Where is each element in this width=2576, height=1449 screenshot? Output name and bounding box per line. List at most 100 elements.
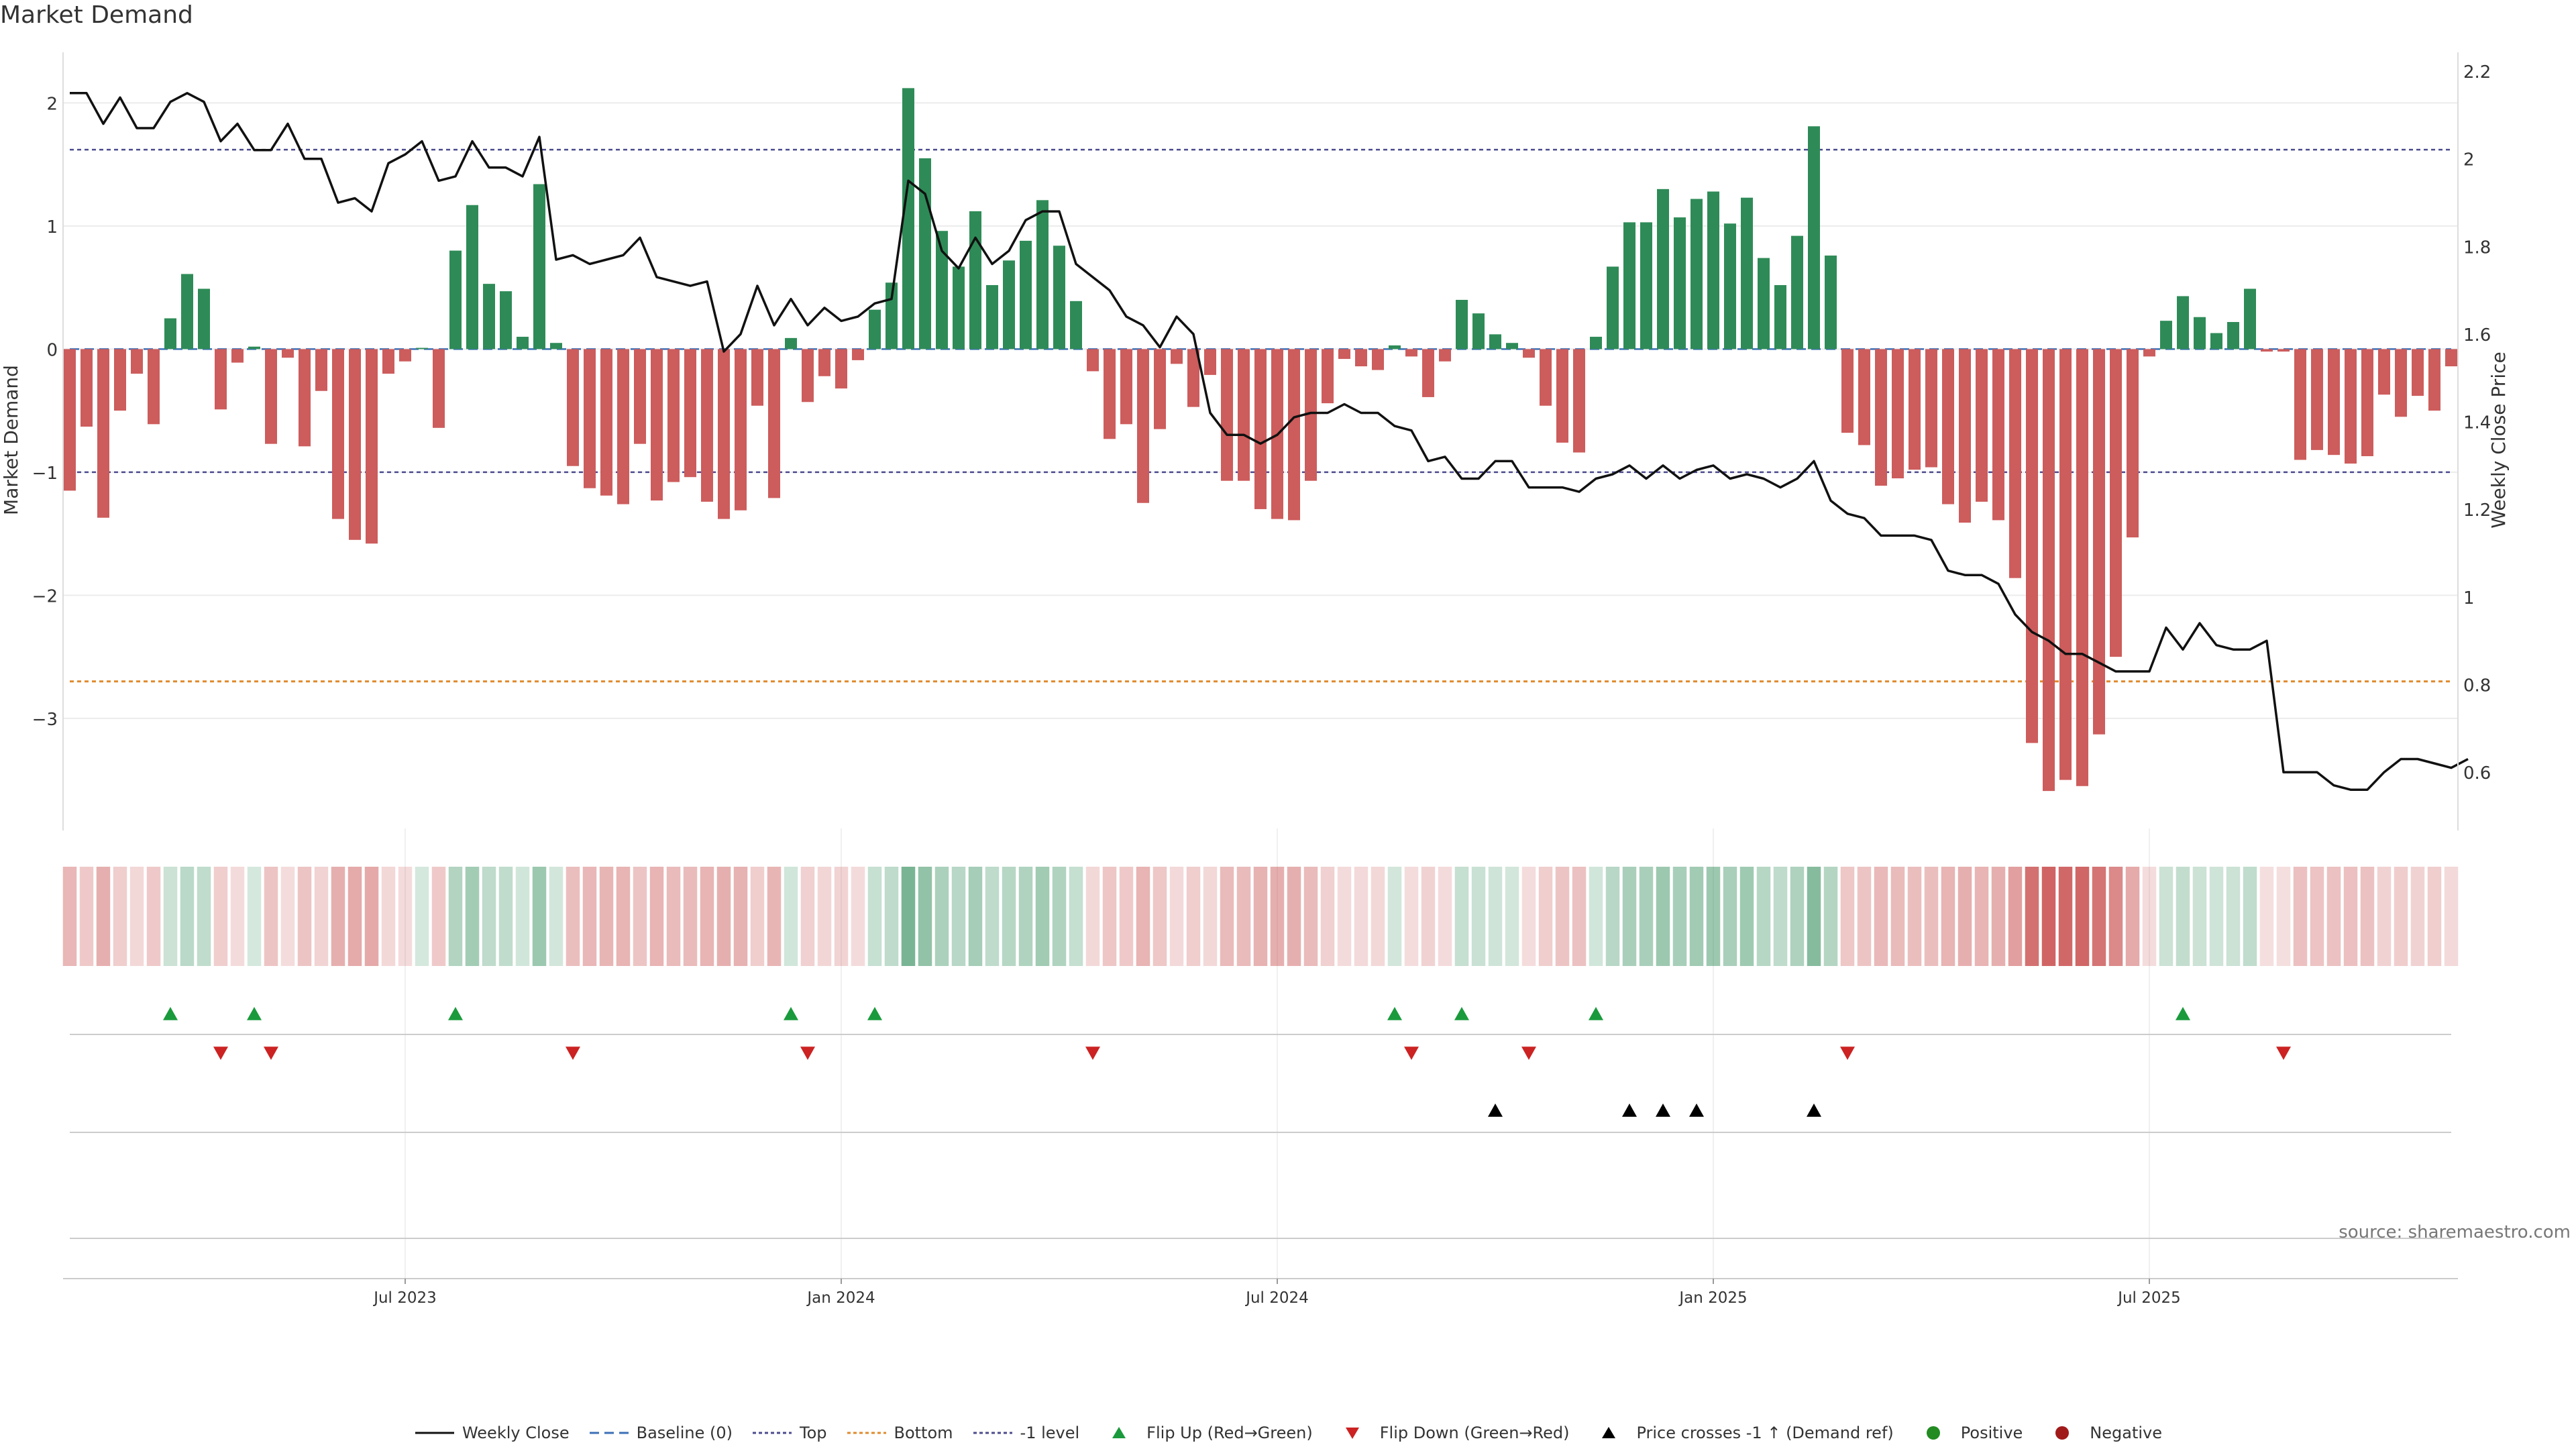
- heat-cell: [2310, 867, 2324, 966]
- heat-cell: [633, 867, 647, 966]
- demand-bar-negative: [2445, 349, 2457, 367]
- heat-cell: [1689, 867, 1704, 966]
- heat-cell: [79, 867, 94, 966]
- y2-tick-label: 0.8: [2463, 676, 2491, 696]
- x-tick-label: Jan 2025: [1678, 1289, 1747, 1307]
- demand-bar-negative: [433, 349, 445, 428]
- y-tick-label: 1: [46, 217, 58, 237]
- demand-bar-negative: [1171, 349, 1183, 364]
- legend-swatch: [753, 1432, 792, 1434]
- demand-bar-negative: [1942, 349, 1954, 504]
- y2-tick-label: 1.6: [2463, 325, 2491, 345]
- flip-up-marker: [867, 1007, 882, 1020]
- demand-bar-positive: [1724, 223, 1736, 350]
- demand-bar-negative: [818, 349, 830, 376]
- x-tick-label: Jul 2023: [372, 1289, 437, 1307]
- heat-cell: [1136, 867, 1150, 966]
- price-cross-marker: [1488, 1104, 1503, 1117]
- demand-bar-negative: [617, 349, 629, 504]
- y2-tick-label: 2: [2463, 150, 2475, 170]
- demand-bar-negative: [2277, 349, 2290, 352]
- heat-cell: [2343, 867, 2358, 966]
- heat-cell: [1723, 867, 1737, 966]
- demand-bar-positive: [550, 343, 562, 350]
- demand-bar-negative: [215, 349, 227, 410]
- flip-down-marker: [213, 1046, 228, 1060]
- axes: 2 1 0 −1 −2 −3 2.2 2 1.8 1.6 1.4 1.2 1 0.8 0.6: [32, 52, 2491, 830]
- legend-label: Bottom: [894, 1424, 953, 1442]
- demand-bar-negative: [315, 349, 327, 391]
- legend-label: Weekly Close: [462, 1424, 570, 1442]
- weekly-close-line: [70, 92, 2469, 791]
- heat-cell: [2444, 867, 2459, 966]
- heat-cell: [767, 867, 782, 966]
- y-tick-label: −3: [32, 710, 58, 730]
- heat-cell: [817, 867, 832, 966]
- demand-bar-positive: [1674, 217, 1686, 350]
- heat-cell: [901, 867, 916, 966]
- heat-cell: [1974, 867, 1989, 966]
- demand-bar-negative: [2311, 349, 2323, 450]
- flip-up-marker: [1589, 1007, 1603, 1020]
- heat-cell: [146, 867, 161, 966]
- heat-cell: [364, 867, 379, 966]
- demand-bar-negative: [634, 349, 646, 444]
- demand-bar-positive: [1456, 299, 1468, 350]
- heat-cell: [2293, 867, 2308, 966]
- demand-bar-negative: [1892, 349, 1904, 479]
- heat-cell: [129, 867, 144, 966]
- heat-cell: [1002, 867, 1016, 966]
- heat-cell: [1991, 867, 2006, 966]
- demand-bar-negative: [1221, 349, 1233, 481]
- heat-cell: [1924, 867, 1939, 966]
- demand-bar-negative: [1858, 349, 1870, 445]
- demand-bar-positive: [2210, 333, 2222, 350]
- demand-bar-positive: [1808, 126, 1820, 350]
- demand-bar-negative: [802, 349, 814, 402]
- heat-cell: [347, 867, 362, 966]
- heat-cell: [700, 867, 714, 966]
- flip-up-marker: [163, 1007, 178, 1020]
- flip-down-marker: [566, 1046, 580, 1060]
- heat-cell: [666, 867, 681, 966]
- demand-bar-negative: [131, 349, 143, 374]
- heat-cell: [1220, 867, 1234, 966]
- y2-tick-label: 2.2: [2463, 62, 2491, 83]
- demand-bar-negative: [2026, 349, 2038, 743]
- demand-bar-negative: [1087, 349, 1099, 372]
- x-axis: Jul 2023 Jan 2024 Jul 2024 Jan 2025 Jul 2025: [63, 1278, 2458, 1307]
- demand-bar-positive: [1707, 191, 1719, 350]
- demand-bar-negative: [2345, 349, 2357, 464]
- demand-bar-negative: [2395, 349, 2407, 417]
- flip-up-marker: [1387, 1007, 1402, 1020]
- demand-bar-negative: [2328, 349, 2340, 455]
- heat-cell: [230, 867, 245, 966]
- demand-bar-positive: [466, 205, 478, 350]
- demand-bar-negative: [1120, 349, 1132, 425]
- heat-cell: [398, 867, 413, 966]
- heat-cell: [2092, 867, 2106, 966]
- legend-swatch: [1602, 1427, 1616, 1438]
- demand-bar-negative: [265, 349, 277, 444]
- legend-label: Top: [800, 1424, 827, 1442]
- heat-cell: [331, 867, 345, 966]
- heat-cell: [2243, 867, 2257, 966]
- heat-cell: [1857, 867, 1872, 966]
- demand-bar-negative: [1405, 349, 1417, 357]
- heat-cell: [1807, 867, 1821, 966]
- heat-cell: [800, 867, 815, 966]
- flip-down-marker: [1085, 1046, 1100, 1060]
- demand-bar-positive: [1758, 258, 1770, 350]
- flip-down-marker: [2276, 1046, 2291, 1060]
- demand-bar-positive: [1640, 222, 1652, 350]
- demand-bar-negative: [282, 349, 294, 358]
- heat-cell: [482, 867, 496, 966]
- demand-bar-negative: [1204, 349, 1216, 375]
- demand-bar-negative: [299, 349, 311, 447]
- demand-bar-positive: [986, 284, 998, 350]
- heat-cell: [415, 867, 429, 966]
- heat-cell: [1253, 867, 1268, 966]
- heat-cell: [2041, 867, 2056, 966]
- heat-cell: [1069, 867, 1083, 966]
- heat-cell: [1739, 867, 1754, 966]
